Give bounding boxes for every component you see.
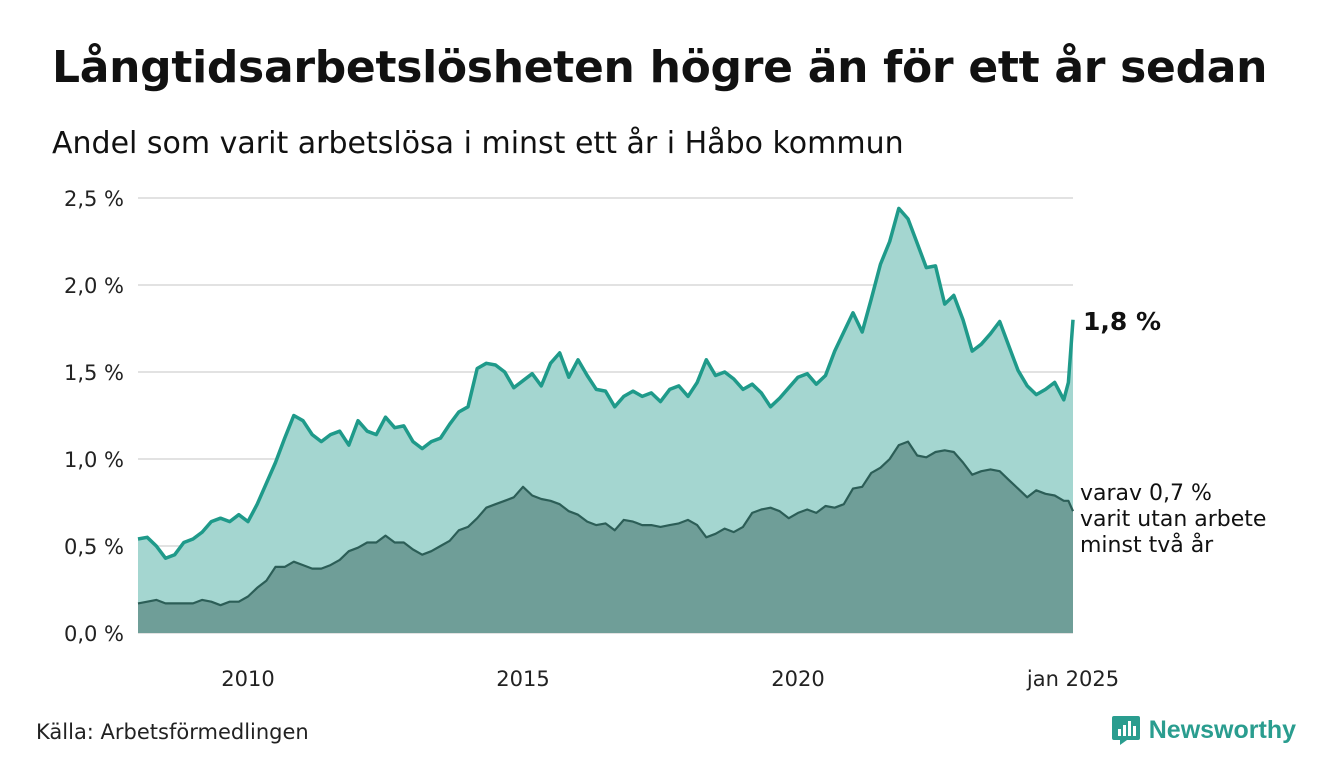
y-tick-label: 2,5 % — [64, 187, 124, 211]
area-chart: 0,0 %0,5 %1,0 %1,5 %2,0 %2,5 % 2010 2015 2… — [64, 187, 1266, 691]
line-min1yr — [137, 206, 1075, 560]
y-tick-label: 1,0 % — [64, 448, 124, 472]
x-tick-label: 2015 — [496, 667, 549, 691]
y-tick-label: 1,5 % — [64, 361, 124, 385]
line-min2yr — [137, 440, 1075, 607]
end-label-min2yr: minst två år — [1080, 532, 1214, 558]
end-label-min2yr: varav 0,7 % — [1080, 481, 1212, 506]
y-tick-label: 0,0 % — [64, 622, 124, 646]
chart-title: Långtidsarbetslösheten högre än för ett … — [52, 42, 1268, 93]
y-tick-label: 2,0 % — [64, 274, 124, 298]
newsworthy-logo-icon — [1111, 716, 1140, 745]
x-tick-label: jan 2025 — [1026, 667, 1119, 691]
x-tick-label: 2020 — [771, 667, 824, 691]
brand-name: Newsworthy — [1148, 715, 1296, 744]
x-axis: 2010 2015 2020 jan 2025 — [221, 667, 1119, 691]
source-note: Källa: Arbetsförmedlingen — [36, 720, 309, 744]
brand: Newsworthy — [1111, 714, 1296, 746]
series-areas — [137, 206, 1075, 633]
y-tick-label: 0,5 % — [64, 535, 124, 559]
chart-subtitle: Andel som varit arbetslösa i minst ett å… — [52, 126, 904, 161]
end-label-min1yr: 1,8 % — [1083, 307, 1161, 336]
area-min2yr — [138, 441, 1073, 633]
y-axis: 0,0 % 0,5 % 1,0 % 1,5 % 2,0 % 2,5 % — [64, 187, 124, 646]
end-label-min2yr: varit utan arbete — [1080, 507, 1266, 532]
x-tick-label: 2010 — [221, 667, 274, 691]
